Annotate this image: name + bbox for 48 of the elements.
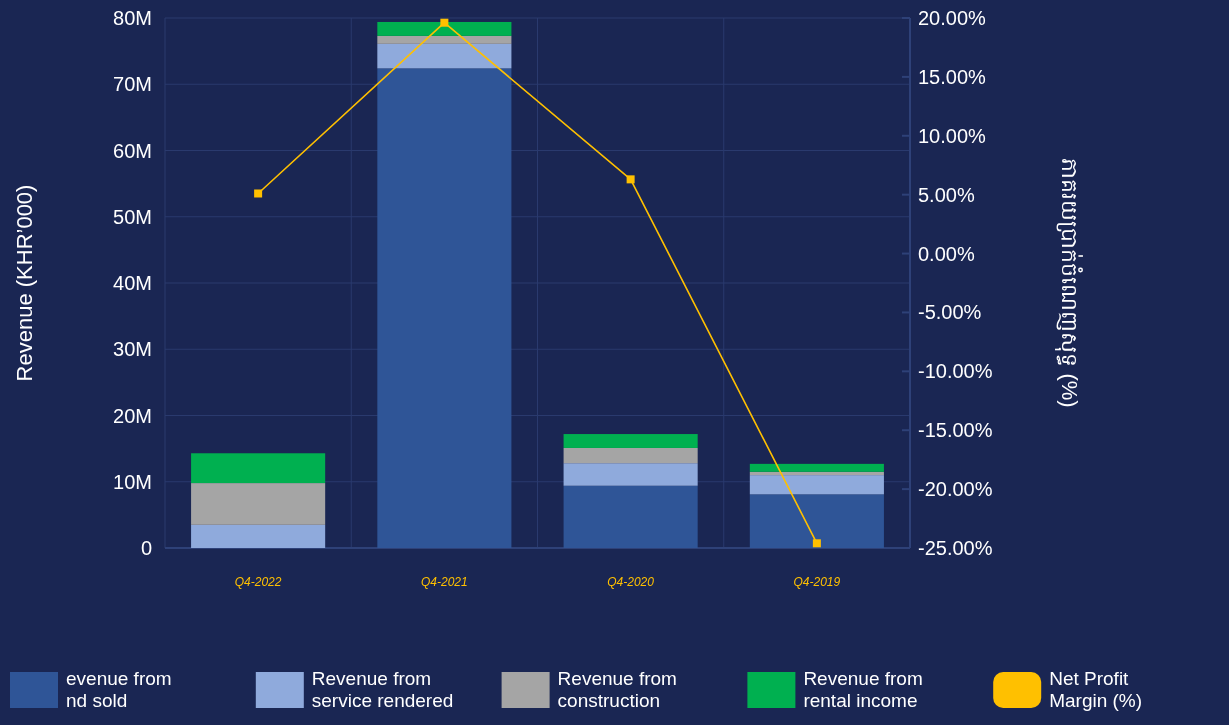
y-axis-title: Revenue (KHR’000) <box>12 184 37 382</box>
y2-tick-label: 5.00% <box>918 183 975 206</box>
legend-label: Revenue from rental income <box>803 668 923 711</box>
y2-tick-label: 10.00% <box>918 124 987 147</box>
bar <box>749 463 884 472</box>
legend-label: Revenue from service rendered <box>311 668 454 711</box>
y-tick-label: 30M <box>113 338 152 361</box>
y2-tick-label: -15.00% <box>918 419 993 442</box>
bar <box>563 463 698 486</box>
y-tick-label: 40M <box>113 272 152 294</box>
bar <box>191 453 326 484</box>
bar <box>563 447 698 464</box>
y2-axis-title: ភាគរយប្រាក់ចំណេញសុទ្ធ (%) <box>1055 158 1083 408</box>
bar <box>377 21 512 36</box>
bar <box>377 68 512 548</box>
point <box>440 18 449 27</box>
y2-tick-label: -10.00% <box>918 360 993 383</box>
bar <box>377 43 512 69</box>
y-tick-label: 80M <box>113 7 152 29</box>
legend-label: Revenue from construction <box>557 668 677 711</box>
y-tick-label: 10M <box>113 470 152 493</box>
legend-label: Net Profit Margin (%) <box>1049 668 1143 711</box>
y2-tick-label: 15.00% <box>918 65 987 88</box>
point <box>812 539 821 548</box>
y-tick-label: 0 <box>140 537 152 559</box>
bar <box>749 494 884 548</box>
point <box>254 189 263 198</box>
legend-label: evenue from nd sold <box>66 668 172 711</box>
y-tick-label: 70M <box>113 73 152 96</box>
point <box>626 175 635 184</box>
y-tick-label: 60M <box>113 139 152 162</box>
y2-tick-label: 0.00% <box>918 242 975 265</box>
bar <box>191 483 326 525</box>
bar <box>377 35 512 44</box>
x-tick-label: Q4-2019 <box>793 575 841 589</box>
x-tick-label: Q4-2022 <box>234 575 282 589</box>
x-tick-label: Q4-2020 <box>607 575 655 589</box>
y-tick-label: 50M <box>113 205 152 228</box>
y2-tick-label: -20.00% <box>918 478 993 501</box>
bar <box>563 434 698 448</box>
x-tick-label: Q4-2021 <box>421 575 468 589</box>
y2-tick-label: 20.00% <box>918 7 987 29</box>
bar <box>563 485 698 548</box>
y-tick-label: 20M <box>113 404 152 427</box>
bar <box>749 475 884 495</box>
y2-tick-label: -5.00% <box>918 301 982 324</box>
bar <box>191 524 326 548</box>
y2-tick-label: -25.00% <box>918 537 993 559</box>
